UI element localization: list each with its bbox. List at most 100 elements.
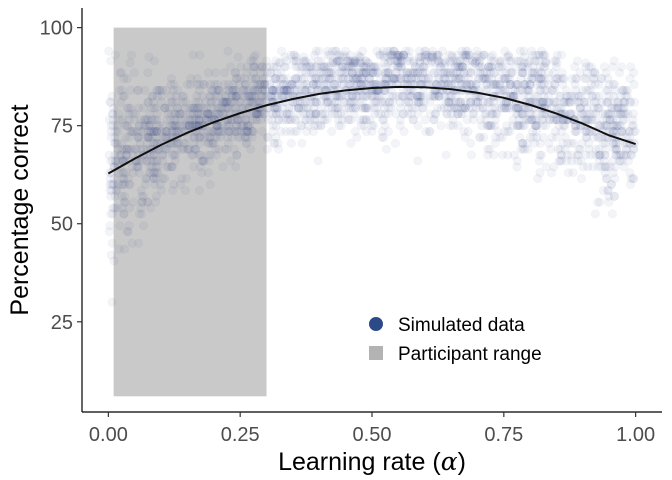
data-point (126, 50, 136, 60)
data-point (269, 138, 279, 148)
data-point (402, 74, 412, 84)
data-point (504, 103, 514, 113)
x-tick-label: 1.00 (616, 424, 655, 446)
data-point (623, 109, 633, 119)
data-point (242, 62, 252, 72)
data-point (488, 79, 498, 89)
data-point (527, 68, 537, 78)
data-point (628, 109, 638, 119)
data-point (306, 62, 316, 72)
data-point (625, 97, 635, 107)
data-point (516, 144, 526, 154)
data-point (410, 68, 420, 78)
data-point (485, 62, 495, 72)
data-point (540, 62, 550, 72)
data-point (506, 79, 516, 89)
data-point (518, 62, 528, 72)
data-point (113, 127, 123, 137)
data-point (155, 85, 165, 95)
data-point (284, 109, 294, 119)
data-point (337, 68, 347, 78)
data-point (403, 74, 413, 84)
data-point (211, 97, 221, 107)
data-point (251, 97, 261, 107)
data-point (135, 138, 145, 148)
data-point (211, 91, 221, 101)
data-point (488, 50, 498, 60)
data-point (415, 56, 425, 66)
data-point (450, 62, 460, 72)
data-point (250, 115, 260, 125)
data-point (404, 97, 414, 107)
data-point (259, 109, 269, 119)
data-point (614, 121, 624, 131)
data-point (169, 121, 179, 131)
data-point (223, 46, 233, 56)
data-point (213, 79, 223, 89)
data-point (166, 79, 176, 89)
data-point (333, 103, 343, 113)
data-point (160, 127, 170, 137)
data-point (278, 103, 288, 113)
data-point (403, 91, 413, 101)
data-point (322, 115, 332, 125)
data-point (122, 144, 132, 154)
data-point (581, 85, 591, 95)
data-point (555, 74, 565, 84)
data-point (489, 68, 499, 78)
data-point (511, 56, 521, 66)
data-point (182, 79, 192, 89)
data-point (481, 115, 491, 125)
data-point (429, 68, 439, 78)
data-point (611, 150, 621, 160)
data-point (276, 68, 286, 78)
data-point (136, 127, 146, 137)
data-point (404, 52, 414, 62)
data-point (173, 127, 183, 137)
data-point (276, 127, 286, 137)
data-point (559, 74, 569, 84)
data-point (218, 162, 228, 172)
data-point (581, 132, 591, 142)
data-point (468, 79, 478, 89)
data-point (285, 127, 295, 137)
data-point (582, 115, 592, 125)
data-point (189, 138, 199, 148)
data-point (117, 144, 127, 154)
data-point (388, 46, 398, 56)
data-point (613, 121, 623, 131)
data-point (476, 52, 486, 62)
y-axis-title: Percentage correct (6, 104, 34, 315)
data-point (286, 138, 296, 148)
data-point (590, 209, 600, 219)
data-point (394, 58, 404, 68)
data-point (581, 127, 591, 137)
data-point (155, 180, 165, 190)
data-point (539, 50, 549, 60)
data-point (299, 56, 309, 66)
data-point (582, 115, 592, 125)
data-point (590, 115, 600, 125)
data-point (316, 103, 326, 113)
data-point (195, 50, 205, 60)
data-point (581, 62, 591, 72)
data-point (247, 91, 257, 101)
data-point (270, 74, 280, 84)
data-point (134, 121, 144, 131)
data-point (418, 103, 428, 113)
data-point (140, 85, 150, 95)
data-point (334, 62, 344, 72)
data-point (221, 91, 231, 101)
data-point (219, 97, 229, 107)
data-point (341, 52, 351, 62)
data-point (513, 79, 523, 89)
data-point (228, 103, 238, 113)
data-point (395, 121, 405, 131)
data-point (144, 168, 154, 178)
data-point (205, 132, 215, 142)
data-point (282, 109, 292, 119)
data-point (359, 121, 369, 131)
data-point (127, 127, 137, 137)
data-point (185, 103, 195, 113)
data-point (616, 127, 626, 137)
